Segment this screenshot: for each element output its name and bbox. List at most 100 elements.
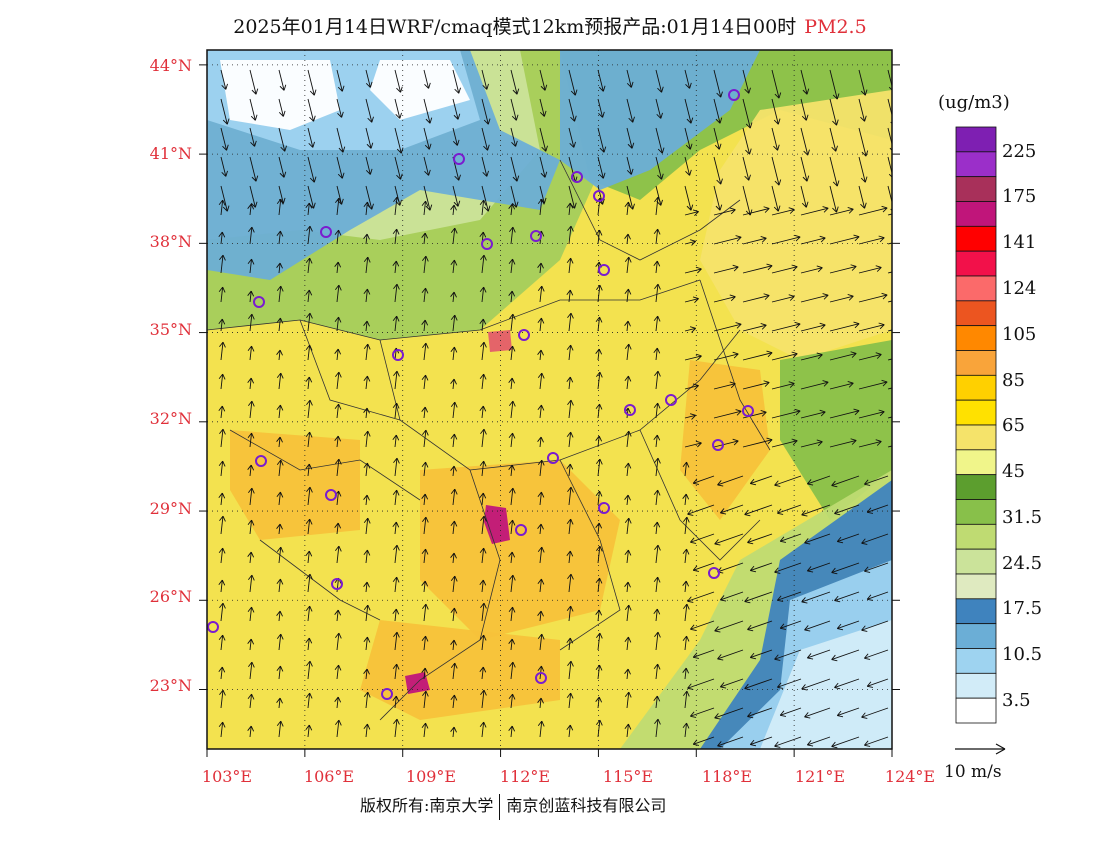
wind-vector (858, 185, 867, 209)
wind-vector (537, 720, 545, 738)
wind-vector (747, 620, 773, 632)
wind-vector (481, 98, 491, 125)
wind-vector (220, 127, 229, 151)
wind-vector (682, 580, 690, 593)
pm25-region-northeast-yellow (700, 90, 892, 360)
wind-vector (393, 718, 400, 738)
wind-vector (479, 492, 487, 506)
wind-vector (692, 736, 715, 746)
wind-vector (450, 291, 457, 303)
legend-swatch (955, 126, 997, 153)
wind-vector (423, 69, 431, 89)
wind-vector (858, 379, 888, 390)
footer: 版权所有:南京大学 南京创蓝科技有限公司 (360, 792, 666, 820)
wind-vector (829, 207, 854, 216)
footer-company: 南京创蓝科技有限公司 (506, 796, 667, 815)
wind-vector (479, 547, 487, 564)
city-marker (325, 489, 337, 501)
wind-vector (219, 341, 226, 361)
wind-vector (654, 631, 661, 651)
wind-vector (537, 198, 545, 216)
wind-vector (219, 254, 226, 274)
wind-vector (336, 156, 345, 179)
wind-vector (654, 196, 661, 216)
wind-vector (363, 201, 371, 216)
wind-vector (481, 185, 491, 212)
wind-vector (363, 549, 371, 564)
wind-vector (866, 591, 889, 601)
wind-vector (247, 432, 255, 448)
wind-vector (450, 314, 458, 332)
wind-vector (682, 493, 690, 506)
wind-vector (363, 233, 370, 245)
wind-vector (624, 343, 632, 361)
wind-vector (480, 254, 487, 274)
lon-label: 109°E (405, 767, 457, 786)
lon-label: 115°E (602, 767, 654, 786)
wind-vector (481, 127, 490, 151)
wind-vector (508, 487, 516, 506)
province-boundary (559, 159, 741, 261)
wind-vector (597, 69, 606, 92)
wind-vector (276, 546, 284, 564)
wind-vector (392, 260, 400, 274)
wind-vector (247, 313, 255, 332)
legend-label: 45 (1002, 461, 1025, 482)
wind-vector (393, 283, 400, 303)
legend-label: 85 (1002, 370, 1025, 391)
wind-vector (682, 635, 690, 651)
wind-vector (747, 533, 773, 545)
wind-vector (653, 347, 661, 361)
wind-vector (508, 377, 516, 390)
wind-vector (479, 666, 487, 680)
wind-vector (276, 610, 283, 622)
wind-vector (247, 258, 255, 274)
legend-swatch (955, 648, 997, 674)
wind-vector (684, 413, 696, 420)
wind-vector (771, 207, 795, 216)
lon-label: 118°E (701, 767, 753, 786)
wind-vector (276, 317, 284, 332)
wind-vector (336, 69, 345, 92)
wind-vector (684, 156, 692, 176)
city-marker (255, 455, 267, 467)
wind-vector (800, 265, 823, 274)
wind-vector (653, 663, 661, 680)
wind-vector (624, 256, 632, 274)
wind-vector (218, 286, 226, 303)
wind-vector (537, 372, 545, 390)
wind-vector (777, 678, 802, 689)
city-marker (547, 452, 559, 464)
wind-vector (771, 98, 781, 125)
wind-vector (276, 459, 284, 477)
wind-vector (393, 631, 400, 651)
wind-vector (423, 185, 433, 211)
wind-vector (713, 156, 723, 185)
wind-vector (864, 475, 889, 486)
wind-vector (866, 504, 889, 514)
city-marker (571, 171, 583, 183)
legend-swatch (955, 499, 997, 525)
wind-vector (653, 228, 661, 245)
legend-label: 175 (1002, 186, 1037, 207)
wind-vector (771, 156, 782, 186)
wind-vector (510, 69, 520, 95)
wind-vector (692, 562, 715, 572)
city-marker (515, 524, 527, 536)
map-frame (206, 49, 893, 750)
wind-vector (866, 678, 889, 688)
wind-vector (421, 603, 429, 622)
wind-vector (305, 257, 313, 274)
wind-vector (450, 401, 458, 419)
wind-vector (307, 156, 317, 183)
wind-vector (595, 490, 603, 506)
pm25-region-sea-paleblue (760, 620, 892, 749)
legend-label: 141 (1002, 232, 1037, 253)
wind-vector (334, 632, 342, 651)
wind-vector (421, 342, 429, 361)
wind-vector (305, 344, 313, 361)
legend-swatch (955, 151, 997, 178)
wind-vector (829, 438, 857, 448)
wind-vector (597, 156, 606, 179)
